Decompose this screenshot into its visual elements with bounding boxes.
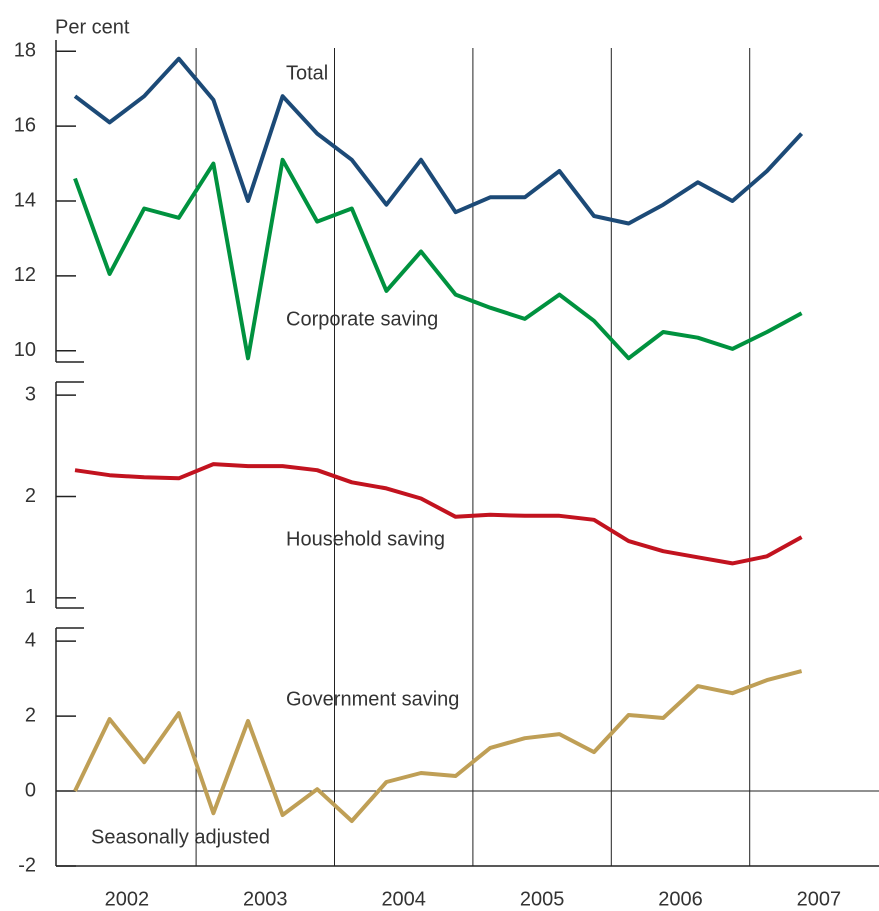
x-tick-label: 2004 xyxy=(381,888,426,910)
y-tick-label: 0 xyxy=(25,779,36,801)
y-tick-label: -2 xyxy=(18,854,36,876)
series-label: Total xyxy=(286,62,328,84)
y-tick-label: 3 xyxy=(25,383,36,405)
x-tick-label: 2006 xyxy=(658,888,703,910)
y-tick-label: 1 xyxy=(25,586,36,608)
x-tick-label: 2002 xyxy=(105,888,150,910)
series-line xyxy=(73,157,803,361)
y-tick-label: 12 xyxy=(14,264,36,286)
y-tick-label: 2 xyxy=(25,485,36,507)
y-tick-label: 10 xyxy=(14,339,36,361)
y-tick-label: 14 xyxy=(14,189,36,211)
series-line xyxy=(74,462,803,566)
x-tick-label: 2003 xyxy=(243,888,288,910)
series-line xyxy=(73,669,803,823)
y-tick-label: 4 xyxy=(25,629,36,651)
x-tick-label: 2005 xyxy=(520,888,565,910)
series-label: Corporate saving xyxy=(286,308,438,330)
y-tick-label: 18 xyxy=(14,40,36,62)
y-tick-label: 16 xyxy=(14,114,36,136)
y-axis-label: Per cent xyxy=(55,16,130,38)
y-tick-label: 2 xyxy=(25,704,36,726)
series-label: Household saving xyxy=(286,528,445,550)
x-tick-label: 2007 xyxy=(797,888,842,910)
annotation: Seasonally adjusted xyxy=(91,826,270,848)
series-line xyxy=(73,56,804,226)
series-label: Government saving xyxy=(286,688,459,710)
